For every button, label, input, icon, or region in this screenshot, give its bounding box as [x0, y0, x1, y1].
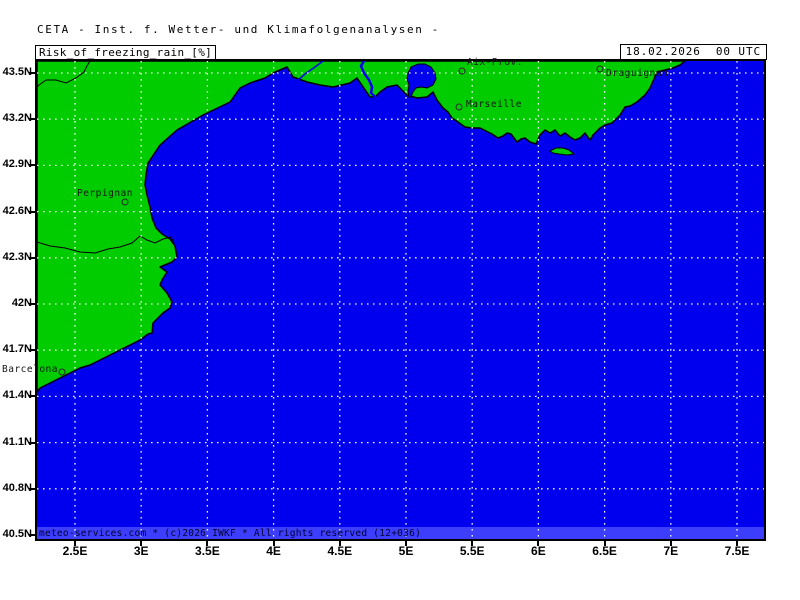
lat-tick-label: 42.9N [2, 158, 32, 171]
lat-tick-label: 42N [11, 297, 32, 309]
lon-tick-label: 6.5E [592, 544, 617, 558]
land-area [37, 61, 686, 393]
lon-tick-label: 3.5E [195, 544, 220, 558]
valid-datetime-box: 18.02.2026 00 UTC [619, 44, 767, 60]
lon-tick-mark [736, 541, 738, 546]
lon-tick-label: 2.5E [62, 544, 88, 558]
lon-tick-mark [405, 541, 407, 546]
city-marker-marseille [455, 103, 463, 111]
institute-header: CETA - Inst. f. Wetter- und Klimafolgena… [37, 23, 440, 36]
lat-tick-mark [29, 487, 35, 490]
city-label-perpignan: Perpignan [77, 188, 133, 199]
lat-tick-mark [29, 441, 35, 444]
lat-tick-mark [29, 118, 35, 121]
lon-tick-mark [74, 541, 76, 546]
lon-tick-mark [603, 541, 606, 546]
city-marker-aix-prov- [458, 67, 466, 75]
lat-tick-mark [29, 534, 35, 536]
city-label-marseille: Marseille [466, 99, 522, 110]
lat-tick-mark [29, 349, 35, 352]
lon-tick-label: 4E [266, 544, 281, 558]
lat-tick-label: 42.3N [2, 250, 32, 263]
lon-tick-label: 4.5E [327, 544, 353, 558]
city-marker-perpignan [121, 198, 129, 206]
lon-tick-mark [206, 541, 209, 546]
lagoon-etang-de-berre [406, 63, 437, 98]
lon-tick-label: 7.5E [724, 544, 750, 558]
lat-tick-label: 41.4N [2, 389, 32, 402]
city-marker-draguignan [596, 65, 604, 73]
lat-tick-label: 43.5N [2, 66, 32, 78]
lon-tick-label: 7E [663, 544, 679, 558]
city-label-barcelona: Barcelona [2, 364, 58, 375]
variable-title-box: Risk_of_freezing_rain_[%] [35, 45, 217, 60]
lat-tick-label: 40.8N [2, 481, 32, 494]
island [549, 147, 576, 156]
map-canvas [37, 61, 764, 539]
city-marker-barcelona [58, 368, 66, 376]
lat-tick-mark [29, 303, 35, 305]
city-label-aix-prov-: Aix-Prov. [467, 57, 523, 68]
lat-tick-mark [29, 164, 35, 167]
lat-tick-mark [29, 210, 35, 213]
city-markers [58, 65, 604, 376]
lat-tick-label: 41.1N [2, 435, 32, 448]
lon-tick-label: 5E [398, 544, 414, 558]
lat-tick-label: 40.5N [2, 528, 32, 540]
lon-tick-mark [471, 541, 474, 546]
watermark-bar [37, 527, 764, 539]
border-france-spain [37, 235, 175, 254]
lon-tick-mark [537, 541, 540, 546]
lat-tick-label: 41.7N [2, 343, 32, 356]
lat-tick-mark [29, 72, 35, 74]
lon-tick-label: 3E [133, 544, 149, 558]
lon-tick-mark [669, 541, 672, 546]
lon-tick-label: 6E [531, 544, 546, 558]
lon-tick-mark [140, 541, 143, 546]
city-label-draguignan: Draguignan [606, 68, 669, 79]
lon-tick-mark [338, 541, 341, 546]
border-inland [37, 61, 91, 88]
lat-tick-label: 42.6N [2, 204, 32, 217]
lat-tick-mark [29, 256, 35, 259]
lon-tick-mark [272, 541, 275, 546]
river-small [296, 61, 324, 82]
lat-tick-label: 43.2N [2, 112, 32, 125]
watermark-text: meteo-services.com * (c)2026 IWKF * All … [39, 528, 422, 539]
lon-tick-label: 5.5E [459, 544, 485, 558]
map-frame [35, 59, 766, 541]
river-rhone [359, 61, 377, 99]
lat-tick-mark [29, 395, 35, 398]
